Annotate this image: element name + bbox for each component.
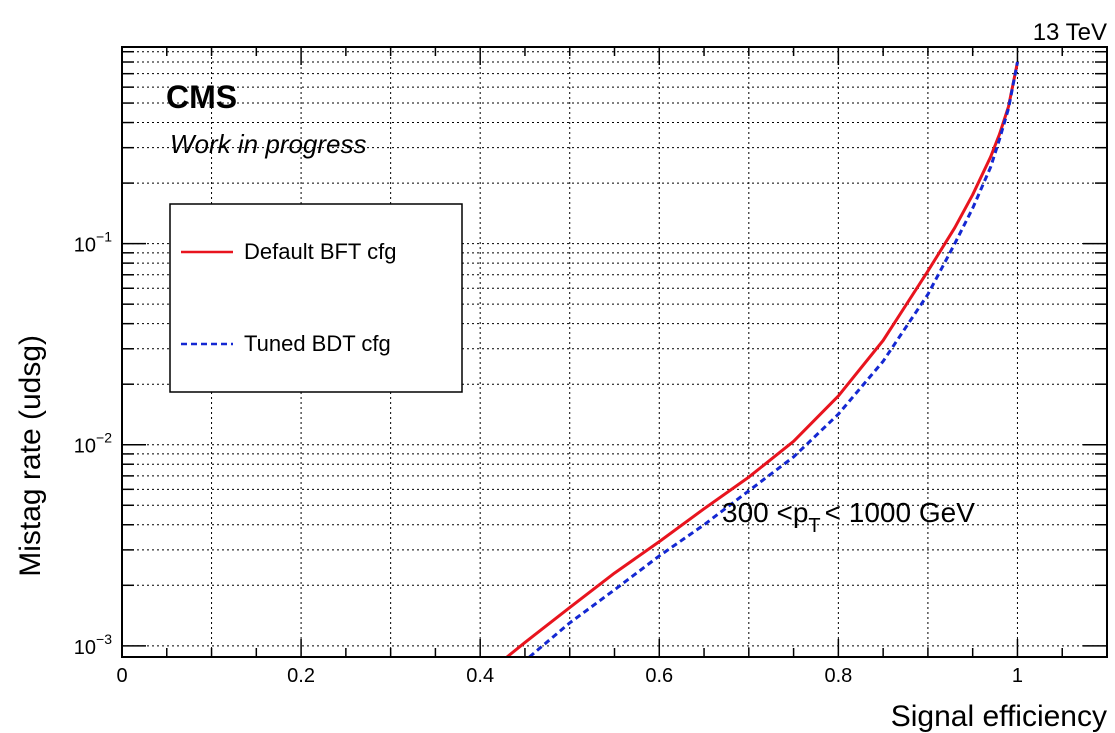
x-axis-title: Signal efficiency [891,700,1107,733]
legend-label-default: Default BFT cfg [244,239,396,264]
cms-label: CMS [166,79,237,115]
x-tick-label: 0 [116,665,127,687]
x-tick-label: 0.2 [287,665,315,687]
x-tick-label: 1 [1012,665,1023,687]
pt-range-sub: T [808,515,820,537]
series-layer [506,61,1019,657]
series-line-default [506,61,1019,657]
y-tick-base: 10 [74,235,96,257]
plot-frame [121,46,1108,658]
x-tick-label: 0.6 [645,665,673,687]
legend-label-tuned: Tuned BDT cfg [244,331,391,356]
legend-box [169,203,463,393]
energy-label: 13 TeV [1033,19,1107,46]
y-axis-title: Mistag rate (udsg) [14,335,47,577]
y-tick-label: 10−2 [74,430,112,458]
legend: Default BFT cfg Tuned BDT cfg [169,203,463,393]
y-tick-label: 10−1 [74,229,112,257]
pt-range-label: 300 <pT < 1000 GeV [722,497,975,537]
y-tick-base: 10 [74,436,96,458]
y-tick-label: 10−3 [74,631,112,659]
minor-ticks [122,47,1108,657]
y-tick-exponent: −1 [96,229,112,245]
status-label: Work in progress [170,129,367,159]
grid [122,47,1107,657]
x-tick-label: 0.8 [824,665,852,687]
x-tick-labels: 0 0.2 0.4 0.6 0.8 1 [116,665,1023,687]
y-tick-exponent: −2 [96,430,112,446]
series-line-tuned [528,61,1019,657]
y-tick-labels: 10−310−210−1 [74,229,112,659]
y-tick-base: 10 [74,637,96,659]
y-tick-exponent: −3 [96,631,112,647]
x-tick-label: 0.4 [466,665,494,687]
pt-range-post: < 1000 GeV [825,497,976,528]
pt-range-pre: 300 <p [722,497,808,528]
